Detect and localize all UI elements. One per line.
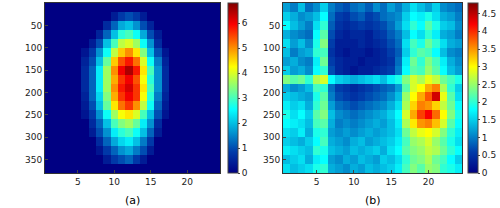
svg-text:1: 1 [242, 143, 248, 153]
svg-text:15: 15 [385, 177, 396, 187]
svg-text:2: 2 [242, 118, 248, 128]
svg-text:6: 6 [242, 18, 248, 28]
svg-text:5: 5 [314, 177, 320, 187]
svg-text:(b): (b) [365, 194, 381, 207]
svg-text:0: 0 [482, 168, 488, 178]
svg-text:150: 150 [263, 65, 280, 75]
svg-text:1: 1 [482, 133, 488, 143]
svg-text:50: 50 [31, 21, 43, 31]
svg-text:300: 300 [263, 132, 280, 142]
svg-text:3.5: 3.5 [482, 44, 496, 54]
svg-text:250: 250 [263, 110, 280, 120]
svg-text:50: 50 [269, 21, 281, 31]
svg-text:4.5: 4.5 [482, 9, 496, 19]
svg-text:100: 100 [263, 43, 280, 53]
svg-text:4: 4 [482, 26, 488, 36]
svg-text:2.5: 2.5 [482, 80, 496, 90]
svg-text:0: 0 [242, 168, 248, 178]
svg-text:1.5: 1.5 [482, 115, 496, 125]
svg-text:15: 15 [145, 177, 156, 187]
svg-text:300: 300 [25, 132, 42, 142]
svg-text:10: 10 [348, 177, 360, 187]
svg-text:3: 3 [482, 62, 488, 72]
svg-text:20: 20 [423, 177, 435, 187]
svg-text:5: 5 [75, 177, 81, 187]
svg-text:100: 100 [25, 43, 42, 53]
svg-text:2: 2 [482, 97, 488, 107]
svg-text:(a): (a) [125, 194, 140, 207]
svg-text:10: 10 [109, 177, 121, 187]
svg-text:200: 200 [25, 88, 42, 98]
svg-text:250: 250 [25, 110, 42, 120]
svg-text:350: 350 [25, 155, 42, 165]
svg-text:200: 200 [263, 88, 280, 98]
svg-text:350: 350 [263, 155, 280, 165]
svg-text:150: 150 [25, 65, 42, 75]
svg-text:20: 20 [181, 177, 193, 187]
svg-text:4: 4 [242, 68, 248, 78]
svg-text:3: 3 [242, 93, 248, 103]
svg-text:5: 5 [242, 43, 248, 53]
svg-text:0.5: 0.5 [482, 150, 496, 160]
